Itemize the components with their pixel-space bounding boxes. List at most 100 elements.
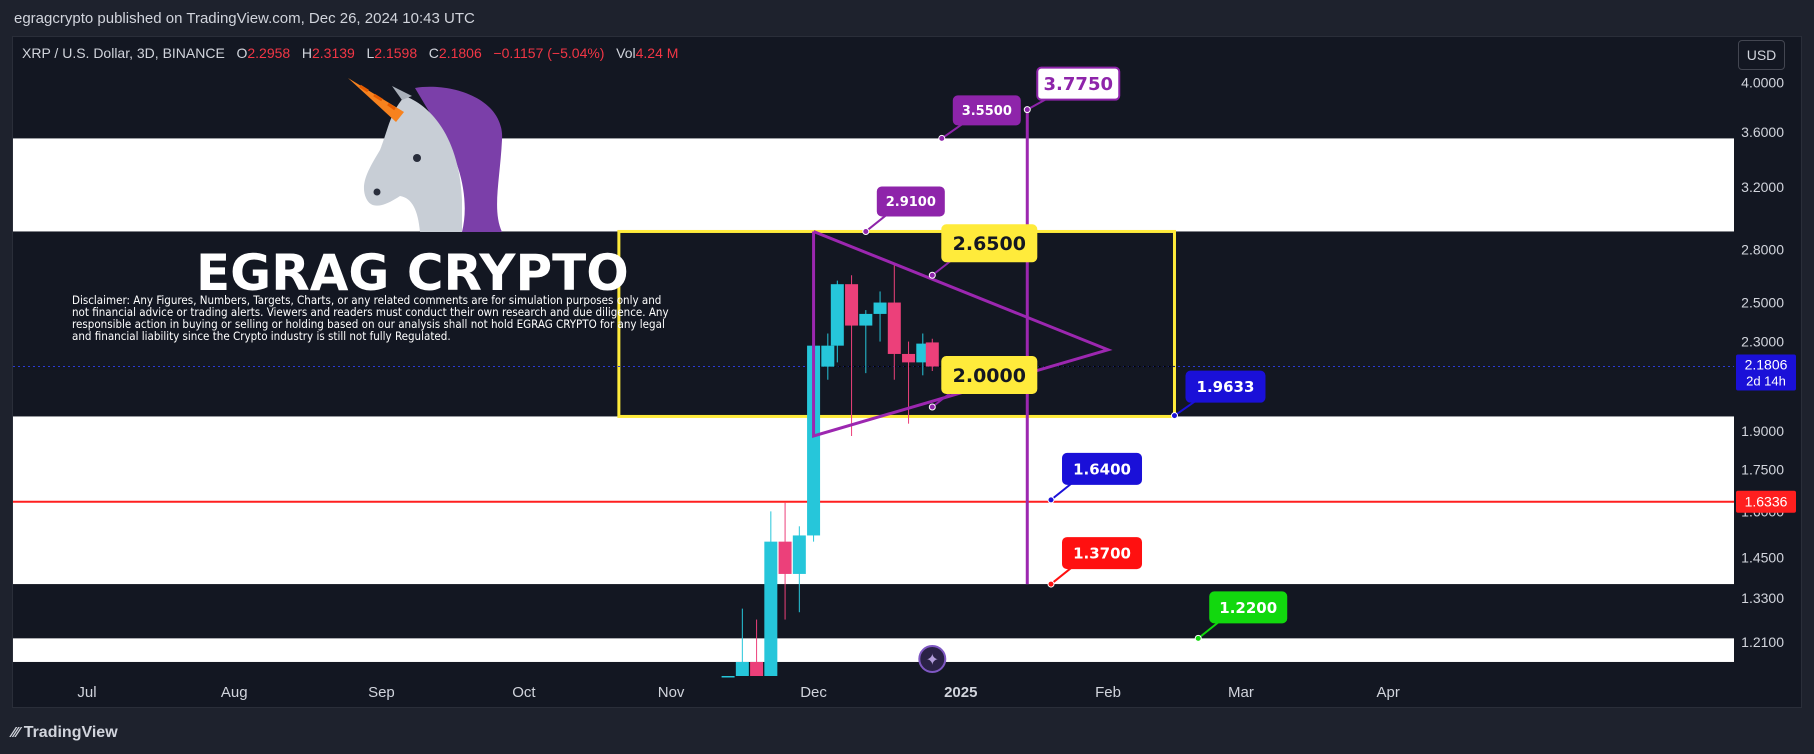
candle-body-12[interactable] (887, 302, 901, 354)
currency-button[interactable]: USD (1738, 40, 1785, 70)
candle-body-3[interactable] (764, 541, 778, 676)
y-tick-label-7: 1.7500 (1741, 461, 1784, 477)
callout-leader-7 (1050, 567, 1072, 585)
callout-box-1[interactable] (952, 95, 1021, 126)
callout-label-1: 3.5500 (962, 104, 1012, 119)
callout-leader-4 (931, 392, 951, 408)
callout-label-5: 1.9633 (1197, 378, 1255, 396)
white-zone-2 (13, 638, 1734, 662)
candle-body-9[interactable] (845, 284, 859, 326)
callout-box-6[interactable] (1062, 452, 1143, 485)
callout-anchor-6 (1047, 496, 1055, 504)
callout-label-7: 1.3700 (1073, 544, 1131, 562)
callout-label-6: 1.6400 (1073, 460, 1131, 478)
x-tick-label-8: Mar (1228, 684, 1254, 701)
x-tick-label-3: Oct (512, 684, 536, 701)
callout-box-4[interactable] (941, 355, 1038, 394)
callout-anchor-1 (938, 134, 946, 142)
last-price-badge (1736, 354, 1796, 391)
candle-body-13[interactable] (902, 353, 916, 363)
low-value: 2.1598 (374, 45, 418, 61)
disclaimer-text: Disclaimer: Any Figures, Numbers, Target… (72, 293, 669, 343)
callout-label-3: 2.6500 (953, 233, 1026, 255)
callout-label-0: 3.7750 (1044, 74, 1113, 95)
callout-box-0[interactable] (1036, 66, 1121, 101)
candle-body-6[interactable] (807, 345, 821, 536)
candle-body-2[interactable] (750, 661, 764, 676)
candle-body-10[interactable] (859, 313, 873, 326)
x-tick-label-4: Nov (658, 684, 685, 701)
x-tick-label-5: Dec (800, 684, 827, 701)
publish-header: egragcrypto published on TradingView.com… (0, 0, 1814, 36)
callout-label-2: 2.9100 (886, 195, 936, 210)
support-price-badge (1736, 490, 1796, 513)
unicorn-eye (413, 154, 421, 162)
y-tick-label-1: 3.6000 (1741, 124, 1784, 140)
zones-layer (13, 138, 1734, 662)
white-zone-0 (13, 138, 1734, 232)
yellow-range-box[interactable] (617, 229, 1176, 418)
white-zone-1 (13, 416, 1734, 585)
candle-body-0[interactable] (721, 676, 735, 678)
callout-box-7[interactable] (1062, 537, 1143, 570)
callout-anchor-4 (928, 403, 936, 411)
brand-title: EGRAG CRYPTO (196, 244, 629, 302)
y-tick-label-6: 1.9000 (1741, 423, 1784, 439)
tradingview-logo-text: TradingView (23, 724, 118, 741)
x-tick-label-0: Jul (77, 684, 96, 701)
change-value: −0.1157 (−5.04%) (493, 45, 605, 61)
y-tick-label-3: 2.8000 (1741, 242, 1784, 258)
symbol-legend[interactable]: XRP / U.S. Dollar, 3D, BINANCE O2.2958 H… (22, 45, 679, 61)
x-tick-label-7: Feb (1095, 684, 1121, 701)
event-marker-icon[interactable] (918, 645, 947, 673)
candle-body-15[interactable] (925, 342, 939, 367)
callout-leader-8 (1197, 621, 1219, 640)
callout-anchor-3 (928, 271, 936, 279)
callout-anchor-8 (1194, 634, 1202, 642)
callout-box-2[interactable] (876, 186, 945, 217)
callout-anchor-5 (1170, 412, 1178, 420)
callout-leader-6 (1050, 483, 1072, 501)
y-tick-label-10: 1.3300 (1741, 590, 1784, 606)
tradingview-footer[interactable]: ⁄⁄⁄ TradingView (12, 724, 118, 742)
candles-layer (721, 263, 939, 678)
x-tick-label-1: Aug (221, 684, 248, 701)
support-price-value: 1.6336 (1745, 494, 1788, 510)
x-tick-label-2: Sep (368, 684, 395, 701)
callout-box-5[interactable] (1185, 370, 1266, 403)
close-value: 2.1806 (438, 45, 482, 61)
y-tick-label-11: 1.2100 (1741, 634, 1784, 650)
x-tick-label-6: 2025 (944, 684, 977, 701)
y-tick-label-9: 1.4500 (1741, 550, 1784, 566)
unicorn-nostril (373, 188, 381, 196)
y-tick-label-0: 4.0000 (1741, 75, 1784, 91)
callout-box-8[interactable] (1209, 591, 1288, 624)
open-value: 2.2958 (247, 45, 291, 61)
candle-body-11[interactable] (873, 302, 887, 314)
callout-leader-5 (1173, 400, 1196, 417)
unicorn-logo (348, 78, 503, 232)
symbol-name[interactable]: XRP / U.S. Dollar, 3D, BINANCE (22, 45, 225, 61)
callout-box-3[interactable] (941, 224, 1038, 263)
unicorn-horn (348, 78, 404, 122)
callout-anchor-0 (1023, 106, 1031, 114)
y-tick-label-5: 2.3000 (1741, 334, 1784, 350)
candle-body-4[interactable] (778, 541, 792, 574)
candle-body-7[interactable] (821, 345, 835, 367)
y-tick-label-4: 2.5000 (1741, 295, 1784, 311)
x-tick-label-9: Apr (1377, 684, 1400, 701)
unicorn-head (363, 96, 462, 232)
candle-body-5[interactable] (792, 535, 806, 574)
callout-anchor-7 (1047, 580, 1055, 588)
drawings-layer: 3.7750 3.5500 2.9100 2.6500 2.0000 1.9633 1.64… (812, 66, 1288, 642)
y-tick-label-2: 3.2000 (1741, 179, 1784, 195)
last-price-value: 2.1806 (1745, 357, 1788, 373)
candle-body-8[interactable] (830, 284, 844, 346)
callout-label-4: 2.0000 (953, 365, 1026, 387)
publisher-text: egragcrypto published on TradingView.com… (14, 10, 475, 27)
candle-body-1[interactable] (735, 661, 749, 676)
event-star-icon: ✦ (926, 650, 939, 669)
tradingview-logo-icon: ⁄⁄⁄ (12, 724, 24, 741)
unicorn-ear (392, 86, 412, 100)
